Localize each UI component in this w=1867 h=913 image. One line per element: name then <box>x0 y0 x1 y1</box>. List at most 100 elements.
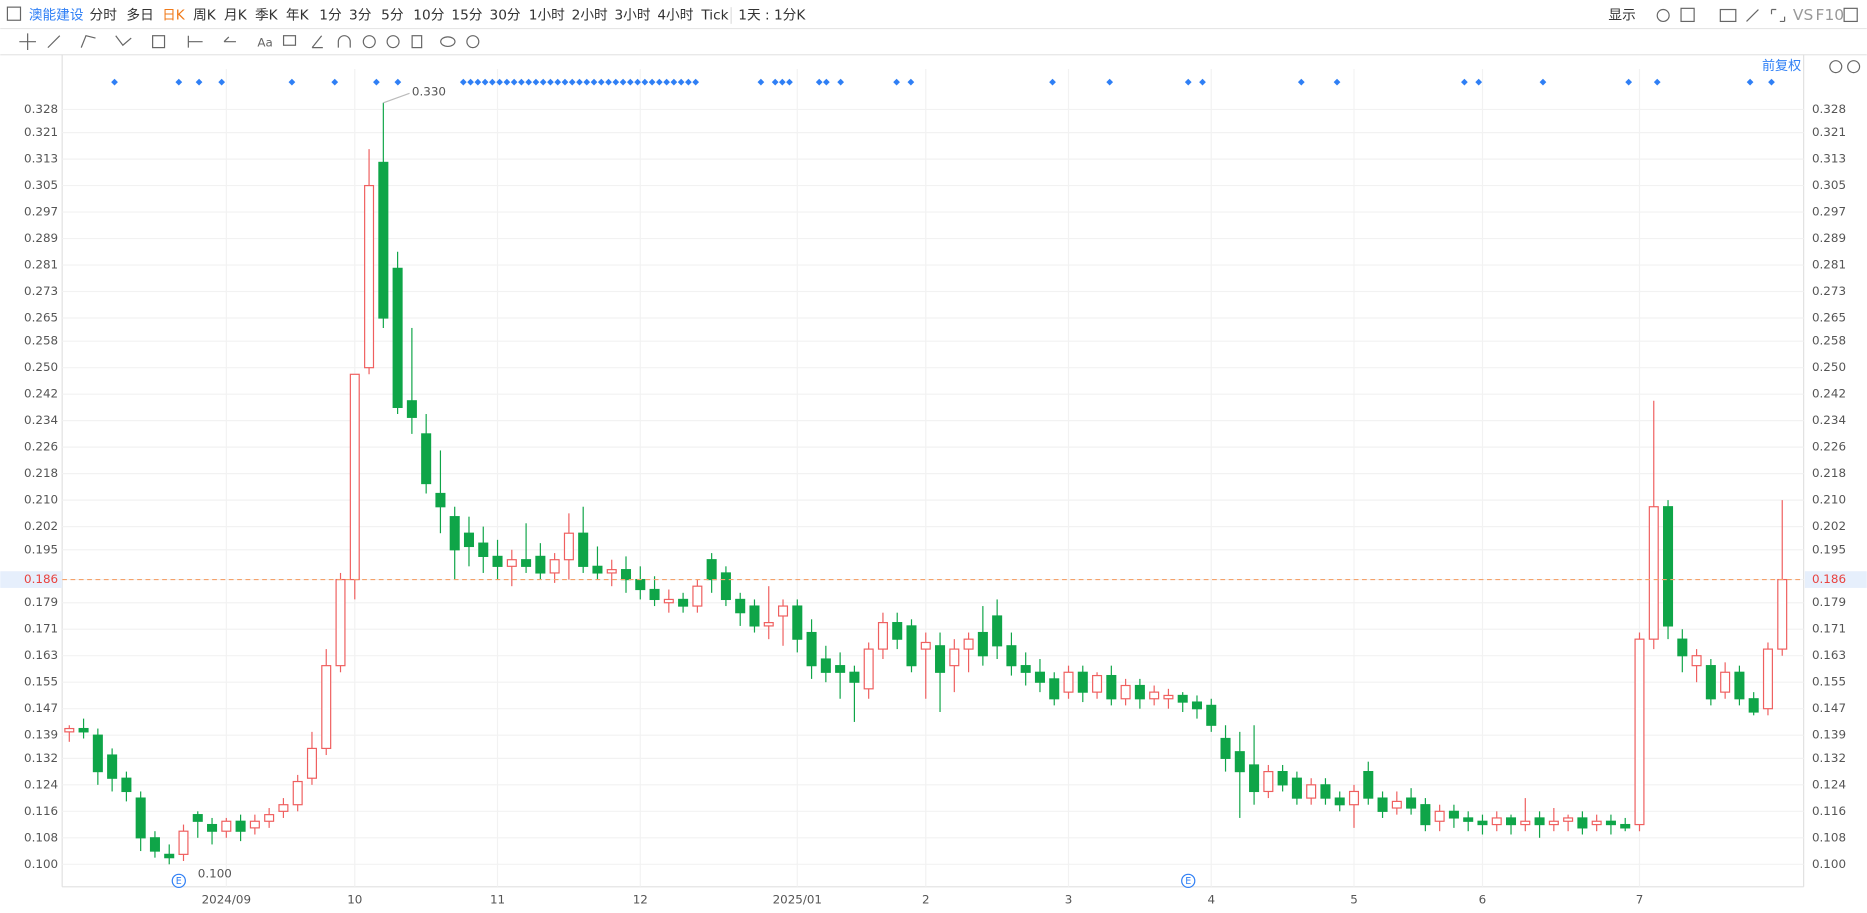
candle-body <box>121 777 132 793</box>
wave-tool[interactable] <box>115 35 132 47</box>
layout-icon[interactable] <box>1680 7 1695 23</box>
candle-body <box>506 559 517 567</box>
settings-icon[interactable] <box>1656 8 1670 23</box>
period-tab[interactable]: 4小时 <box>657 7 693 23</box>
event-marker <box>510 78 518 86</box>
period-tab[interactable]: 周K <box>193 7 217 23</box>
candle-body <box>207 823 218 832</box>
event-marker <box>1625 78 1633 86</box>
period-tab[interactable]: 分时 <box>90 7 118 23</box>
candle-body <box>264 814 275 822</box>
y-tick-label-right: 0.163 <box>1812 648 1846 662</box>
y-tick-label: 0.210 <box>24 493 58 507</box>
candle-body <box>192 814 203 822</box>
stock-name[interactable]: 澳能建设 <box>29 7 84 23</box>
y-tick-label-right: 0.328 <box>1812 102 1846 116</box>
hide-tool[interactable] <box>362 35 376 49</box>
adjust-select[interactable]: 前复权 <box>1762 57 1801 74</box>
x-tick-label: 7 <box>1636 892 1644 906</box>
candle-body <box>1220 737 1231 759</box>
candle-body <box>1191 701 1203 710</box>
pen-icon[interactable] <box>1746 9 1759 22</box>
link-tool[interactable] <box>440 36 456 48</box>
delete-tool[interactable] <box>411 35 423 49</box>
zoom-out[interactable] <box>1829 60 1843 74</box>
candle-body <box>364 184 375 369</box>
zoom-in[interactable] <box>1847 60 1861 74</box>
period-tab[interactable]: 3分 <box>349 7 372 23</box>
candle-body <box>977 631 988 657</box>
camera-icon[interactable] <box>1719 8 1737 23</box>
y-tick-label-right: 0.321 <box>1812 125 1846 139</box>
measure-tool[interactable] <box>187 35 203 48</box>
period-tab[interactable]: 日K <box>162 7 186 23</box>
y-tick-label-right: 0.250 <box>1812 360 1846 374</box>
fullscreen-icon[interactable] <box>1770 8 1786 23</box>
period-tab[interactable]: 季K <box>255 7 279 23</box>
magnet-tool[interactable] <box>337 35 351 48</box>
candle-body <box>1506 817 1517 826</box>
candle-body <box>863 648 874 690</box>
interval-select[interactable]: 1天 : 1分K <box>738 7 806 23</box>
pattern-tool[interactable] <box>152 35 166 49</box>
arrow-tool[interactable] <box>223 36 236 43</box>
period-tab[interactable]: 多日 <box>126 6 153 23</box>
y-tick-label: 0.124 <box>24 777 58 791</box>
y-tick-label-right: 0.139 <box>1812 728 1846 742</box>
vs-button[interactable]: VS <box>1793 6 1813 24</box>
period-tab[interactable]: 15分 <box>451 7 482 23</box>
lock-tool[interactable] <box>386 35 400 49</box>
period-tab[interactable]: 3小时 <box>614 7 650 23</box>
event-marker <box>288 78 296 86</box>
tool-settings[interactable] <box>466 35 480 49</box>
sidebar-icon[interactable] <box>6 6 22 21</box>
y-tick-label-right: 0.234 <box>1812 413 1846 427</box>
event-marker <box>532 78 540 86</box>
candle-body <box>1605 820 1616 826</box>
last-price-box <box>0 571 63 588</box>
y-tick-label-right: 0.179 <box>1812 595 1846 609</box>
move-tool[interactable] <box>19 33 36 50</box>
period-tab[interactable]: 2小时 <box>572 7 608 23</box>
candle-body <box>1006 645 1017 667</box>
y-tick-label-right: 0.195 <box>1812 542 1846 556</box>
y-tick-label: 0.273 <box>24 284 58 298</box>
candle-body <box>1063 671 1074 693</box>
candle-body <box>835 665 846 673</box>
y-tick-label-right: 0.116 <box>1812 804 1846 818</box>
event-marker <box>1746 78 1754 86</box>
event-marker <box>218 78 226 86</box>
period-tab[interactable]: 30分 <box>489 7 520 23</box>
period-tab[interactable]: 年K <box>286 7 310 23</box>
period-tab[interactable]: Tick <box>700 7 728 23</box>
period-tabs: 分时 多日 日K 周K 月K 季K 年K 1分 3分 5分 10分 15分 30… <box>90 6 729 23</box>
y-tick-label: 0.258 <box>24 334 58 348</box>
period-tab[interactable]: 月K <box>224 7 248 23</box>
period-tab[interactable]: 5分 <box>381 7 404 23</box>
y-tick-label: 0.179 <box>24 595 58 609</box>
text-tool-icon[interactable]: Aa <box>257 35 272 49</box>
period-tab[interactable]: 10分 <box>413 7 444 23</box>
candle-body <box>1691 655 1702 667</box>
candle-body <box>1734 671 1745 700</box>
panel-icon[interactable] <box>1843 7 1858 23</box>
line-tool[interactable] <box>47 35 61 49</box>
event-marker <box>568 78 576 86</box>
angle-tool[interactable] <box>311 35 323 49</box>
y-tick-label-right: 0.313 <box>1812 152 1846 166</box>
period-tab[interactable]: 1分 <box>319 7 342 23</box>
display-menu[interactable]: 显示 <box>1608 7 1635 23</box>
candle-body <box>421 433 432 485</box>
note-tool[interactable] <box>282 35 297 46</box>
channel-tool[interactable] <box>80 35 96 48</box>
candle-body <box>107 754 118 779</box>
y-tick-label: 0.297 <box>24 205 58 219</box>
period-tab[interactable]: 1小时 <box>529 7 565 23</box>
event-marker <box>474 78 482 86</box>
f10-button[interactable]: F10 <box>1816 6 1845 24</box>
event-marker <box>1539 78 1547 86</box>
event-marker <box>496 78 503 86</box>
candle-body <box>663 598 674 604</box>
earnings-icon <box>171 873 186 889</box>
